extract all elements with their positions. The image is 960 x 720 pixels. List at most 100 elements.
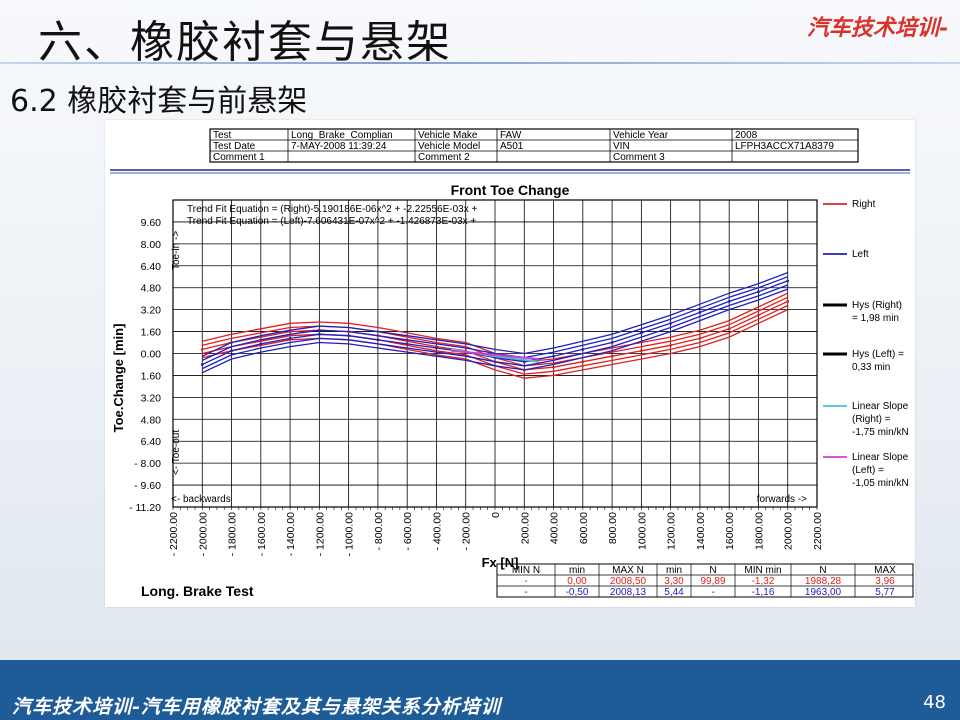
stats-table-border [496,563,914,598]
info-table-cell: 7-MAY-2008 11:39:24 [291,141,387,152]
series-point-left [405,342,409,346]
y-tick-label: - 11.20 [129,502,161,514]
footer-bar [0,660,960,720]
x-tick-label: - 2000.00 [197,512,209,557]
info-table-cell: Vehicle Make [418,130,478,141]
y-tick-label: 1.60 [141,370,162,382]
info-table-cell: Comment 2 [418,152,470,163]
info-table-cell: Vehicle Year [613,130,669,141]
trend-equation-right: Trend Fit Equation = (Right)-5.190186E-0… [187,204,477,215]
y-tick-label: - 8.00 [134,458,161,470]
legend-label: Hys (Right) = 1,98 min [852,300,902,324]
toe-out-label: <- Toe-out [171,430,182,475]
stats-cell: 3,96 [875,576,895,587]
stats-cell: 5,44 [664,587,684,598]
legend-label: Linear Slope (Left) = -1,05 min/kN [852,452,909,489]
stats-cell: -0,50 [566,587,589,598]
x-tick-label: - 200.00 [461,512,473,551]
legend-label: Right [852,199,876,210]
y-tick-label: - 9.60 [134,480,161,492]
series-point-right [200,347,204,351]
info-table-cell: Comment 1 [213,152,265,163]
footer-text: 汽车技术培训-汽车用橡胶衬套及其与悬架关系分析培训 [12,696,501,718]
y-tick-label: 1.60 [141,327,162,339]
stats-header: min [666,565,682,576]
x-tick-label: - 1200.00 [314,512,326,557]
stats-cell: - [711,587,714,598]
stats-cell: 0,00 [567,576,587,587]
plot-annotations: Trend Fit Equation = (Right)-5.190186E-0… [171,204,807,505]
series-point-right [552,365,555,369]
series-line-left [202,284,788,370]
series-point-left [288,337,292,340]
series-point-left [522,360,526,364]
series-point-left [259,342,263,346]
series-point-left [786,279,790,283]
plot-series [200,271,790,379]
stats-cell: 99,89 [700,576,725,587]
legend-label: Linear Slope (Right) = -1,75 min/kN [852,401,909,438]
info-table-cell: LFPH3ACCX71A8379 [735,141,834,152]
x-tick-label: 1200.00 [666,512,678,550]
series-point-left [435,346,438,350]
info-table-cell: VIN [613,141,630,152]
series-point-right [727,327,731,331]
stats-header: min [569,565,585,576]
series-point-left [200,363,204,366]
series-point-left [610,341,614,344]
y-tick-label: 3.20 [141,305,162,317]
stats-cell: 1988,28 [805,576,842,587]
stats-header: MIN min [744,565,781,576]
y-tick-label: 0.00 [141,349,162,361]
legend-label: Hys (Left) = 0,33 min [852,349,904,373]
info-table-cell: Test Date [213,141,256,152]
series-point-left [727,300,731,303]
x-tick-label: - 1000.00 [344,512,356,557]
y-axis-label: Toe.Change [min] [111,324,126,433]
x-tick-label: 0 [490,512,502,518]
x-tick-label: 2200.00 [812,512,824,550]
stats-cell: 2008,13 [610,587,647,598]
plot-ticks: - 2200.00 - 2000.00 - 1800.00 - 1600.00 - 14… [129,217,824,556]
y-tick-label: 6.40 [141,261,162,273]
stats-cell: 3,30 [664,576,684,587]
series-point-right [581,360,585,364]
x-tick-label: 600.00 [578,512,590,544]
series-point-right [698,337,702,340]
stats-header: MAX N [612,565,644,576]
info-table-cell: Long_Brake_Complian [291,130,393,141]
series-line-left [202,271,788,357]
y-tick-label: 4.80 [141,414,162,426]
x-tick-label: 200.00 [519,512,531,544]
title-divider [0,62,960,64]
series-point-right [639,349,643,353]
series-line-linear-slope-left- [451,349,539,360]
series-point-left [347,334,351,338]
x-tick-label: - 1400.00 [285,512,297,557]
y-tick-label: 6.40 [141,436,162,448]
stats-header: MIN N [512,565,540,576]
stats-cell: 5,77 [875,587,895,598]
series-point-left [669,321,673,325]
y-tick-label: 8.00 [141,239,162,251]
x-tick-label: 1000.00 [636,512,648,550]
x-tick-label: 2000.00 [783,512,795,550]
y-tick-label: 3.20 [141,392,162,404]
series-point-left [317,332,321,336]
stats-cell: -1,32 [752,576,775,587]
series-point-left [376,338,380,342]
series-line-right [202,309,788,379]
stats-header: N [819,565,826,576]
series-point-left [757,290,760,294]
slide-title: 六、橡胶衬套与悬架 [38,17,452,68]
info-table-cell: A501 [500,141,524,152]
trend-equation-left: Trend Fit Equation = (Left)-7.606431E-07… [187,216,476,227]
stats-header: MAX [874,565,896,576]
series-point-right [610,354,614,358]
x-tick-label: 1400.00 [695,512,707,550]
x-tick-label: 800.00 [607,512,619,544]
x-tick-label: - 1800.00 [227,512,239,557]
stats-cell: - [524,576,527,587]
info-table-cell: Comment 3 [613,152,665,163]
slide-subtitle: 6.2 橡胶衬套与前悬架 [10,84,308,119]
